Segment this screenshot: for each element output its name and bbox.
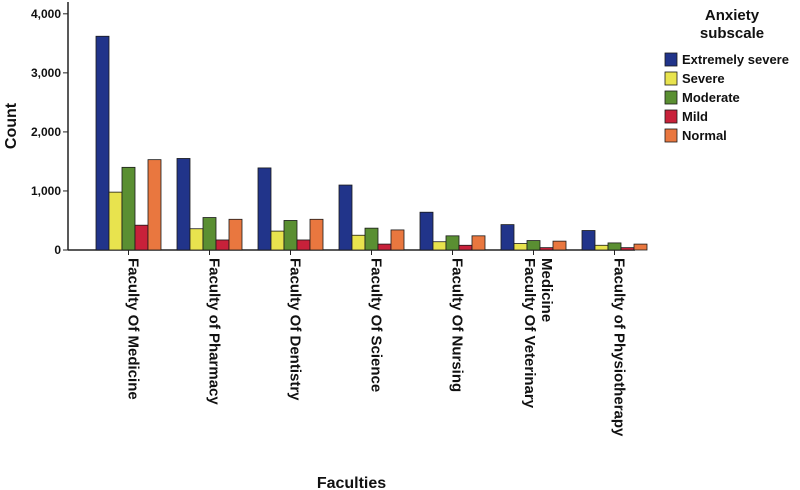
legend-swatch (664, 71, 678, 86)
bar (351, 234, 366, 251)
x-tick-label: Faculty Of Science (368, 258, 385, 392)
legend-label: Extremely severe (682, 52, 789, 67)
legend-swatch (664, 109, 678, 124)
y-axis-title: Count (3, 102, 20, 149)
x-tick-label: Faculty of Physiotherapy (611, 258, 628, 437)
bar (257, 167, 272, 251)
bar (121, 166, 136, 251)
bar (309, 218, 324, 251)
bar (283, 220, 298, 251)
y-tick-label: 4,000 (31, 7, 61, 21)
x-tick-label: Faculty Of Medicine (125, 258, 142, 400)
bar (552, 240, 567, 251)
y-tick-label: 1,000 (31, 184, 61, 198)
x-tick-label-line: Faculty Of Science (368, 258, 385, 392)
bar (513, 243, 528, 251)
bar (526, 240, 541, 251)
bar (500, 224, 515, 251)
legend-label: Mild (682, 109, 708, 124)
legend-swatch (664, 90, 678, 105)
x-tick-label: Faculty Of Dentistry (287, 258, 304, 401)
x-tick-label-line: Faculty of Physiotherapy (611, 258, 628, 437)
y-tick-label: 0 (54, 243, 61, 257)
x-tick-label: Faculty Of VeterinaryMedicine (521, 258, 555, 409)
bar (338, 184, 353, 251)
bar (458, 244, 473, 251)
bar (581, 230, 596, 251)
bar (390, 229, 405, 251)
x-axis-title: Faculties (317, 475, 386, 490)
legend-label: Normal (682, 128, 727, 143)
bar (215, 239, 230, 251)
bar (432, 241, 447, 251)
y-tick-label: 2,000 (31, 125, 61, 139)
bar (270, 230, 285, 251)
bar (620, 247, 635, 251)
y-tick-label: 3,000 (31, 66, 61, 80)
bar (607, 242, 622, 251)
x-tick-label-line: Faculty Of Veterinary (521, 258, 538, 409)
bar (633, 243, 648, 251)
plot-area: 0 1,000 2,000 3,000 4,000 Faculty Of Medicine… (31, 2, 648, 437)
legend-swatch (664, 128, 678, 143)
bar (364, 227, 379, 251)
x-tick-label-line: Faculty Of Medicine (125, 258, 142, 400)
legend-title: Anxiety (705, 7, 760, 24)
bar (539, 247, 554, 251)
legend-label: Severe (682, 71, 725, 86)
bar (147, 159, 162, 251)
legend-swatch (664, 52, 678, 67)
bar (228, 218, 243, 251)
x-tick-label: Faculty Of Nursing (449, 258, 466, 392)
x-tick-label-line: Faculty Of Dentistry (287, 258, 304, 401)
bar (95, 35, 110, 251)
bar (189, 228, 204, 251)
bar (296, 239, 311, 251)
bar (445, 235, 460, 251)
bar (134, 224, 149, 251)
bar (176, 158, 191, 251)
x-tick-label-line: Medicine (538, 258, 555, 322)
bar (377, 243, 392, 251)
legend-title: subscale (700, 25, 764, 42)
x-tick-label-line: Faculty Of Nursing (449, 258, 466, 392)
bar (471, 235, 486, 251)
bar (202, 217, 217, 251)
bar (108, 191, 123, 251)
bar (419, 211, 434, 251)
legend-label: Moderate (682, 90, 740, 105)
x-tick-label: Faculty of Pharmacy (206, 258, 223, 405)
x-tick-label-line: Faculty of Pharmacy (206, 258, 223, 405)
bar (594, 244, 609, 251)
